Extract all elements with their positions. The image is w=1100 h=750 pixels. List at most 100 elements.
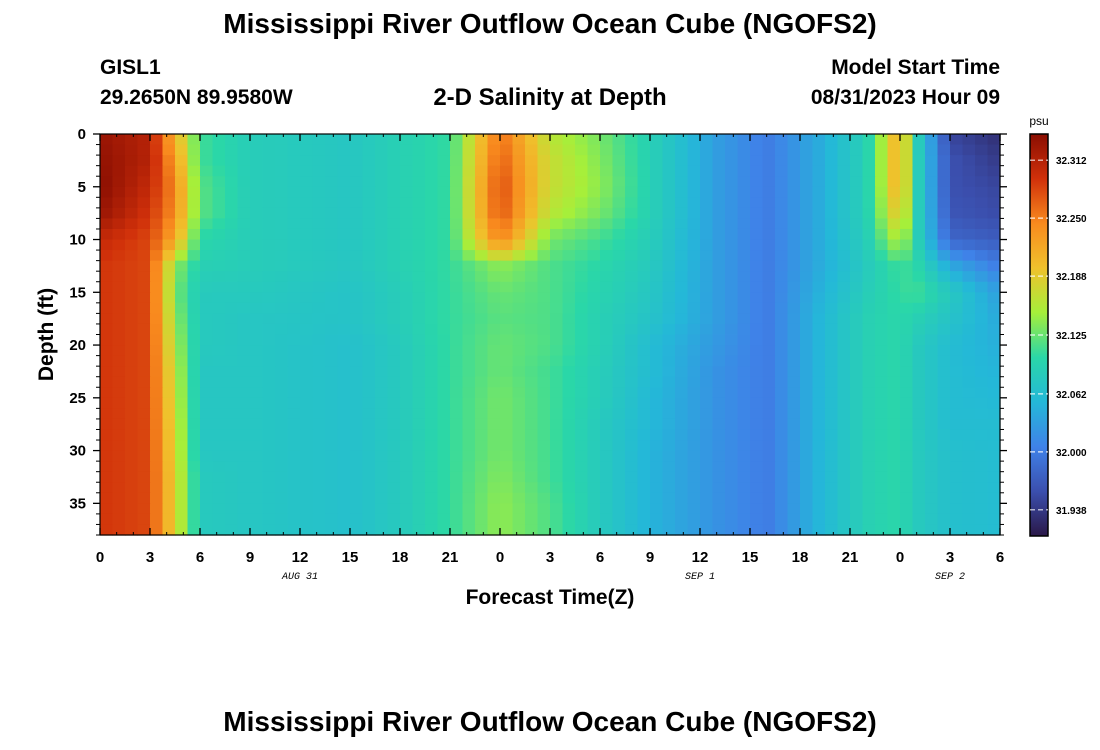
- heatmap-cell: [125, 281, 139, 293]
- heatmap-cell: [450, 197, 464, 209]
- heatmap-cell: [250, 334, 264, 346]
- heatmap-cell: [650, 207, 664, 220]
- heatmap-cell: [800, 492, 814, 504]
- heatmap-cell: [237, 271, 251, 283]
- heatmap-cell: [337, 355, 351, 367]
- heatmap-cell: [150, 418, 164, 431]
- heatmap-cell: [287, 376, 301, 388]
- heatmap-cell: [400, 418, 414, 431]
- heatmap-cell: [300, 155, 314, 167]
- heatmap-cell: [787, 440, 801, 452]
- heatmap-cell: [675, 461, 689, 473]
- heatmap-cell: [275, 450, 289, 462]
- heatmap-cell: [750, 376, 764, 388]
- heatmap-cell: [887, 186, 901, 198]
- heatmap-cell: [325, 492, 339, 504]
- heatmap-cell: [850, 313, 864, 325]
- heatmap-cell: [162, 165, 176, 177]
- heatmap-cell: [775, 418, 789, 431]
- heatmap-cell: [325, 207, 339, 220]
- heatmap-cell: [212, 429, 226, 441]
- x-tick-label: 12: [292, 549, 309, 566]
- heatmap-cell: [937, 503, 951, 515]
- heatmap-cell: [700, 260, 714, 272]
- heatmap-cell: [375, 366, 389, 378]
- date-label: SEP 2: [935, 572, 965, 583]
- heatmap-cell: [287, 418, 301, 431]
- heatmap-cell: [137, 440, 151, 452]
- heatmap-cell: [837, 418, 851, 431]
- heatmap-cell: [950, 281, 964, 293]
- heatmap-cell: [550, 239, 564, 251]
- heatmap-cell: [550, 334, 564, 346]
- heatmap-cell: [550, 492, 564, 504]
- heatmap-cell: [425, 503, 439, 515]
- heatmap-cell: [287, 513, 301, 526]
- heatmap-cell: [250, 228, 264, 241]
- x-tick-label: 18: [392, 549, 409, 566]
- heatmap-cell: [100, 482, 114, 494]
- heatmap-cell: [875, 207, 889, 220]
- heatmap-cell: [312, 450, 326, 462]
- heatmap-cell: [162, 334, 176, 346]
- heatmap-cell: [475, 345, 489, 357]
- heatmap-cell: [950, 323, 964, 336]
- heatmap-cell: [662, 503, 676, 515]
- heatmap-cell: [900, 197, 914, 209]
- heatmap-cell: [475, 471, 489, 483]
- heatmap-cell: [712, 313, 726, 325]
- heatmap-cell: [387, 292, 401, 304]
- heatmap-cell: [887, 429, 901, 441]
- heatmap-cell: [350, 345, 364, 357]
- heatmap-cell: [937, 250, 951, 262]
- heatmap-cell: [150, 376, 164, 388]
- heatmap-cell: [912, 503, 926, 515]
- heatmap-cell: [925, 408, 939, 420]
- heatmap-cell: [712, 134, 726, 146]
- heatmap-cell: [212, 302, 226, 314]
- heatmap-cell: [650, 186, 664, 198]
- heatmap-cell: [125, 503, 139, 515]
- heatmap-cell: [262, 228, 276, 241]
- heatmap-cell: [912, 250, 926, 262]
- heatmap-cell: [675, 450, 689, 462]
- heatmap-cell: [150, 155, 164, 167]
- heatmap-cell: [337, 186, 351, 198]
- heatmap-cell: [487, 281, 501, 293]
- heatmap-cell: [175, 429, 189, 441]
- heatmap-cell: [925, 397, 939, 409]
- heatmap-cell: [500, 228, 514, 241]
- heatmap-cell: [625, 155, 639, 167]
- heatmap-cell: [200, 513, 214, 526]
- heatmap-cell: [675, 165, 689, 177]
- heatmap-cell: [337, 345, 351, 357]
- axis-ticks: [93, 133, 1007, 536]
- heatmap-cell: [800, 207, 814, 220]
- heatmap-cell: [650, 397, 664, 409]
- heatmap-cell: [525, 260, 539, 272]
- heatmap-cell: [325, 387, 339, 399]
- heatmap-cell: [150, 387, 164, 399]
- heatmap-cell: [625, 292, 639, 304]
- heatmap-cell: [462, 260, 476, 272]
- heatmap-cell: [987, 387, 1001, 399]
- heatmap-cell: [962, 408, 976, 420]
- heatmap-cell: [837, 334, 851, 346]
- heatmap-cell: [962, 492, 976, 504]
- heatmap-cell: [300, 218, 314, 230]
- heatmap-cell: [200, 397, 214, 409]
- heatmap-cell: [550, 260, 564, 272]
- heatmap-cell: [550, 144, 564, 156]
- heatmap-cell: [162, 461, 176, 473]
- heatmap-cell: [475, 397, 489, 409]
- heatmap-cell: [975, 450, 989, 462]
- heatmap-cell: [100, 440, 114, 452]
- heatmap-cell: [750, 450, 764, 462]
- heatmap-cell: [512, 218, 526, 230]
- heatmap-cell: [825, 260, 839, 272]
- heatmap-cell: [250, 302, 264, 314]
- heatmap-cell: [787, 134, 801, 146]
- heatmap-cell: [562, 176, 576, 188]
- heatmap-cell: [150, 186, 164, 198]
- heatmap-cell: [512, 492, 526, 504]
